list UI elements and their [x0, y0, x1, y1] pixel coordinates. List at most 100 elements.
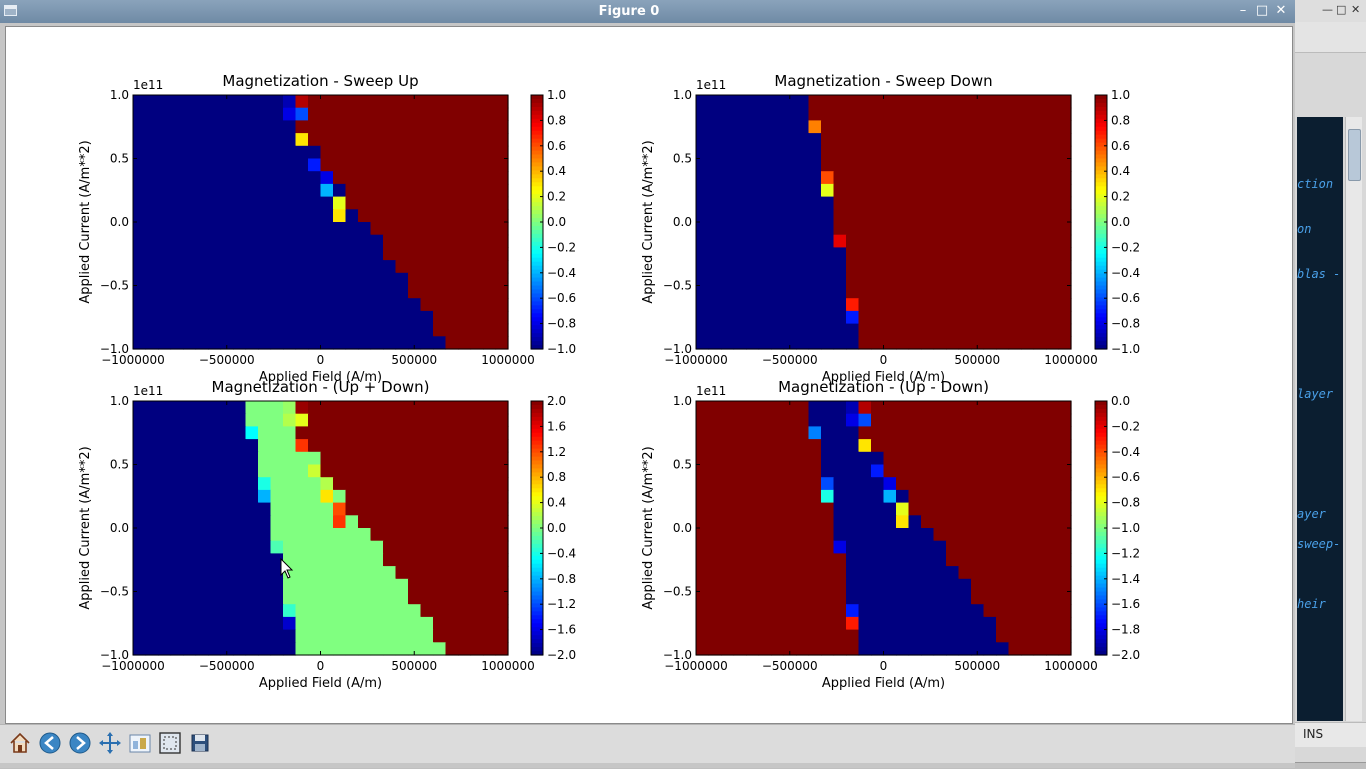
background-close-button[interactable]: ✕	[1351, 3, 1361, 16]
background-code-editor[interactable]: ction on blas - layer ayer sweep- heir	[1297, 117, 1343, 721]
heatmap-cell	[958, 247, 972, 261]
heatmap-cell	[145, 489, 159, 504]
maximize-button[interactable]: □	[1255, 3, 1269, 18]
heatmap-cell	[495, 107, 509, 121]
heatmap-cell	[1046, 515, 1060, 529]
heatmap-cell	[458, 310, 472, 325]
pan-button[interactable]	[97, 730, 123, 756]
heatmap-cell	[370, 604, 384, 618]
y-tick-label: 1.0	[110, 394, 129, 408]
heatmap-cell	[933, 413, 947, 427]
heatmap-cell	[420, 528, 434, 542]
heatmap-cell	[208, 477, 222, 491]
heatmap-cell	[846, 629, 860, 643]
forward-button[interactable]	[67, 730, 93, 756]
heatmap-cell	[771, 272, 785, 287]
heatmap-cell	[358, 477, 372, 491]
heatmap-cell	[383, 336, 397, 350]
home-button[interactable]	[7, 730, 33, 756]
heatmap-cell	[983, 171, 997, 185]
window-titlebar[interactable]: Figure 0 – □ ✕	[0, 0, 1295, 23]
heatmap-cell	[283, 310, 297, 325]
colorbar-segment	[1095, 170, 1107, 175]
heatmap-cell	[1021, 336, 1035, 350]
heatmap-cell	[958, 120, 972, 134]
heatmap-cell	[145, 426, 159, 440]
heatmap-cell	[170, 107, 184, 121]
heatmap-cell	[270, 553, 284, 567]
minimize-button[interactable]: –	[1239, 3, 1247, 18]
heatmap-cell	[696, 222, 710, 236]
heatmap-cell	[1046, 604, 1060, 618]
heatmap-cell	[833, 209, 847, 223]
heatmap-cell	[183, 222, 197, 236]
heatmap-cell	[858, 260, 872, 274]
heatmap-cell	[308, 196, 322, 210]
save-button[interactable]	[187, 730, 213, 756]
colorbar-segment	[1095, 627, 1107, 632]
heatmap-cell	[370, 133, 384, 147]
figure-canvas[interactable]: Magnetization - Sweep Up −1000000 −500000 0…	[5, 26, 1293, 724]
heatmap-cell	[771, 209, 785, 223]
heatmap-cell	[846, 477, 860, 491]
heatmap-cell	[295, 540, 309, 554]
heatmap-cell	[796, 158, 810, 172]
background-maximize-button[interactable]: □	[1336, 3, 1347, 16]
heatmap-cell	[133, 196, 147, 210]
configure-subplots-button[interactable]	[127, 730, 153, 756]
heatmap-cell	[383, 629, 397, 643]
heatmap-cell	[145, 196, 159, 210]
heatmap-cell	[771, 540, 785, 554]
heatmap-cell	[270, 120, 284, 134]
heatmap-cell	[1058, 107, 1072, 121]
heatmap-cell	[896, 439, 910, 453]
heatmap-cell	[483, 95, 497, 109]
heatmap-cell	[383, 183, 397, 198]
heatmap-cell	[245, 515, 259, 529]
heatmap-cell	[883, 439, 897, 453]
heatmap-cell	[908, 578, 922, 593]
heatmap-cell	[946, 234, 960, 248]
heatmap-cell	[308, 591, 322, 605]
heatmap-cell	[308, 477, 322, 491]
heatmap-cell	[233, 247, 247, 261]
window-menu-icon[interactable]	[4, 5, 17, 16]
heatmap-cell	[395, 234, 409, 248]
heatmap-cell	[158, 120, 172, 134]
heatmap-cell	[145, 171, 159, 185]
heatmap-cell	[708, 183, 722, 198]
heatmap-cell	[971, 413, 985, 427]
heatmap-cell	[833, 578, 847, 593]
heatmap-cell	[946, 439, 960, 453]
heatmap-cell	[858, 642, 872, 656]
heatmap-cell	[358, 183, 372, 198]
heatmap-cell	[821, 566, 835, 580]
colorbar-segment	[1095, 146, 1107, 152]
heatmap-cell	[858, 616, 872, 631]
heatmap-cell	[320, 323, 334, 337]
colorbar-segment	[531, 114, 543, 120]
heatmap-cell	[871, 604, 885, 618]
heatmap-cell	[1021, 145, 1035, 160]
heatmap-cell	[871, 120, 885, 134]
back-button[interactable]	[37, 730, 63, 756]
background-minimize-button[interactable]: —	[1322, 3, 1333, 16]
heatmap-cell	[470, 171, 484, 185]
zoom-button[interactable]	[157, 730, 183, 756]
heatmap-cell	[871, 591, 885, 605]
heatmap-cell	[420, 578, 434, 593]
close-button[interactable]: ✕	[1275, 3, 1287, 18]
heatmap-cell	[846, 566, 860, 580]
heatmap-cell	[258, 616, 272, 631]
heatmap-cell	[1046, 451, 1060, 466]
colorbar-tick-label: −1.4	[1111, 572, 1140, 586]
background-scrollbar-thumb[interactable]	[1348, 129, 1361, 181]
heatmap-cell	[796, 528, 810, 542]
heatmap-cell	[883, 426, 897, 440]
background-scrollbar[interactable]	[1345, 117, 1362, 721]
heatmap-cell	[420, 616, 434, 631]
heatmap-cell	[208, 234, 222, 248]
heatmap-cell	[1058, 95, 1072, 109]
heatmap-cell	[470, 591, 484, 605]
heatmap-cell	[408, 578, 422, 593]
